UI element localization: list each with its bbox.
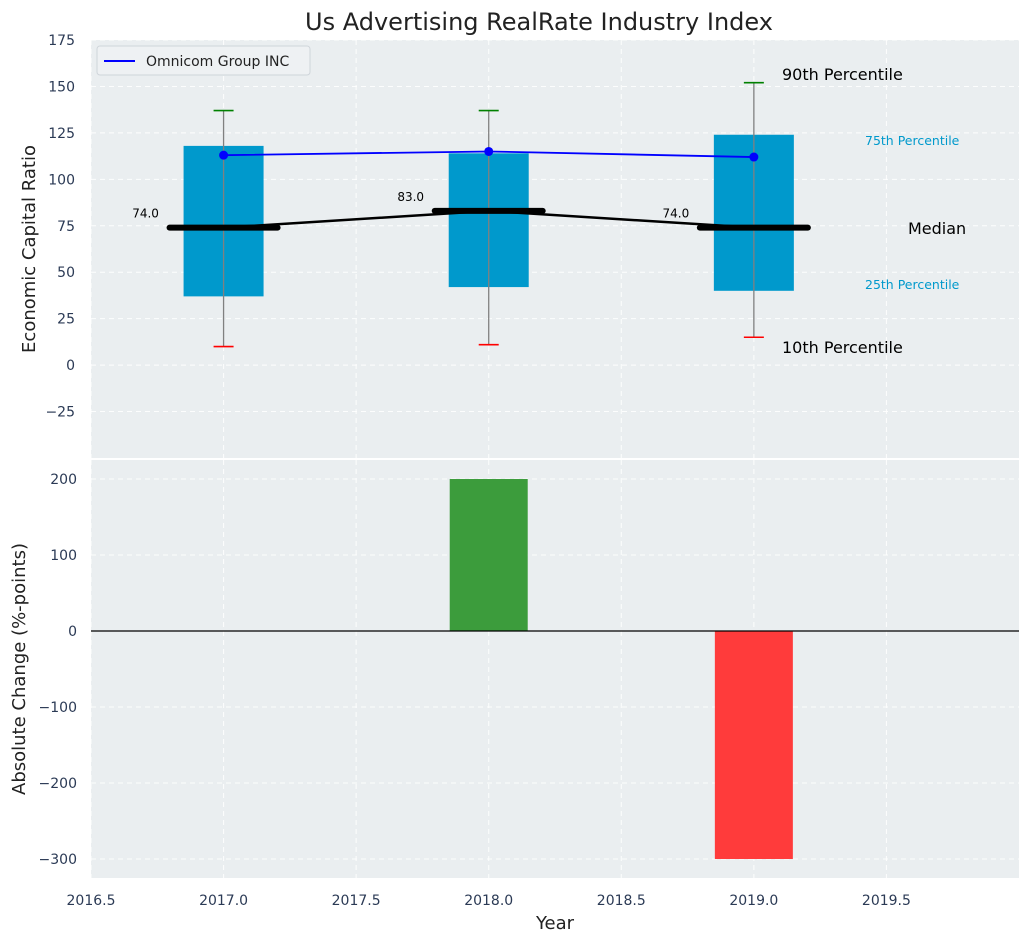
- top-y-tick-label: 125: [48, 126, 75, 142]
- p90-annotation: 90th Percentile: [782, 65, 903, 84]
- x-axis-title: Year: [535, 913, 575, 934]
- x-tick-label: 2017.0: [199, 893, 248, 909]
- bottom-y-tick-label: −100: [39, 700, 77, 716]
- top-y-tick-label: 100: [48, 172, 75, 188]
- top-y-axis-title: Economic Capital Ratio: [19, 145, 40, 353]
- bottom-y-tick-label: −200: [39, 776, 77, 792]
- median-value-label: 74.0: [662, 207, 689, 221]
- series-point: [484, 146, 494, 156]
- top-y-tick-label: 75: [57, 219, 75, 235]
- legend-label: Omnicom Group INC: [146, 54, 289, 70]
- x-tick-label: 2017.5: [332, 893, 381, 909]
- chart-title: Us Advertising RealRate Industry Index: [305, 8, 773, 36]
- top-y-tick-label: 175: [48, 33, 75, 49]
- legend-box: [96, 45, 311, 76]
- p10-annotation: 10th Percentile: [782, 338, 903, 357]
- top-chart-marks: 74.0 83.0 74.0: [132, 81, 811, 348]
- x-tick-label: 2019.5: [862, 893, 911, 909]
- p25-annotation: 25th Percentile: [865, 277, 960, 292]
- bottom-y-tick-label: 100: [50, 548, 77, 564]
- series-point: [749, 152, 759, 162]
- top-y-tick-label: 150: [48, 79, 75, 95]
- legend: Omnicom Group INC: [96, 45, 311, 76]
- bottom-y-ticks: −300 −200 −100 0 100 200: [39, 472, 77, 868]
- top-y-ticks: −25 0 25 50 75 100 125 150 175: [45, 33, 75, 421]
- median-value-label: 83.0: [397, 190, 424, 204]
- bottom-y-tick-label: 0: [68, 624, 77, 640]
- change-bar: [714, 631, 793, 859]
- median-annotation: Median: [908, 219, 966, 238]
- bottom-y-axis-title: Absolute Change (%-points): [9, 543, 30, 795]
- bottom-chart-marks: [91, 479, 1019, 859]
- x-tick-label: 2018.0: [464, 893, 513, 909]
- x-ticks: 2016.5 2017.0 2017.5 2018.0 2018.5 2019.0 2019…: [67, 893, 911, 909]
- p75-annotation: 75th Percentile: [865, 133, 960, 148]
- x-tick-label: 2016.5: [67, 893, 116, 909]
- top-y-tick-label: 25: [57, 312, 75, 328]
- change-bar: [449, 479, 528, 631]
- top-y-tick-label: 50: [57, 265, 75, 281]
- top-y-tick-label: 0: [66, 358, 75, 374]
- series-point: [219, 150, 229, 160]
- bottom-plot-area: [91, 460, 1019, 878]
- bottom-y-tick-label: 200: [50, 472, 77, 488]
- bottom-y-tick-label: −300: [39, 852, 77, 868]
- x-tick-label: 2019.0: [729, 893, 778, 909]
- median-value-label: 74.0: [132, 207, 159, 221]
- top-y-tick-label: −25: [45, 405, 75, 421]
- x-tick-label: 2018.5: [597, 893, 646, 909]
